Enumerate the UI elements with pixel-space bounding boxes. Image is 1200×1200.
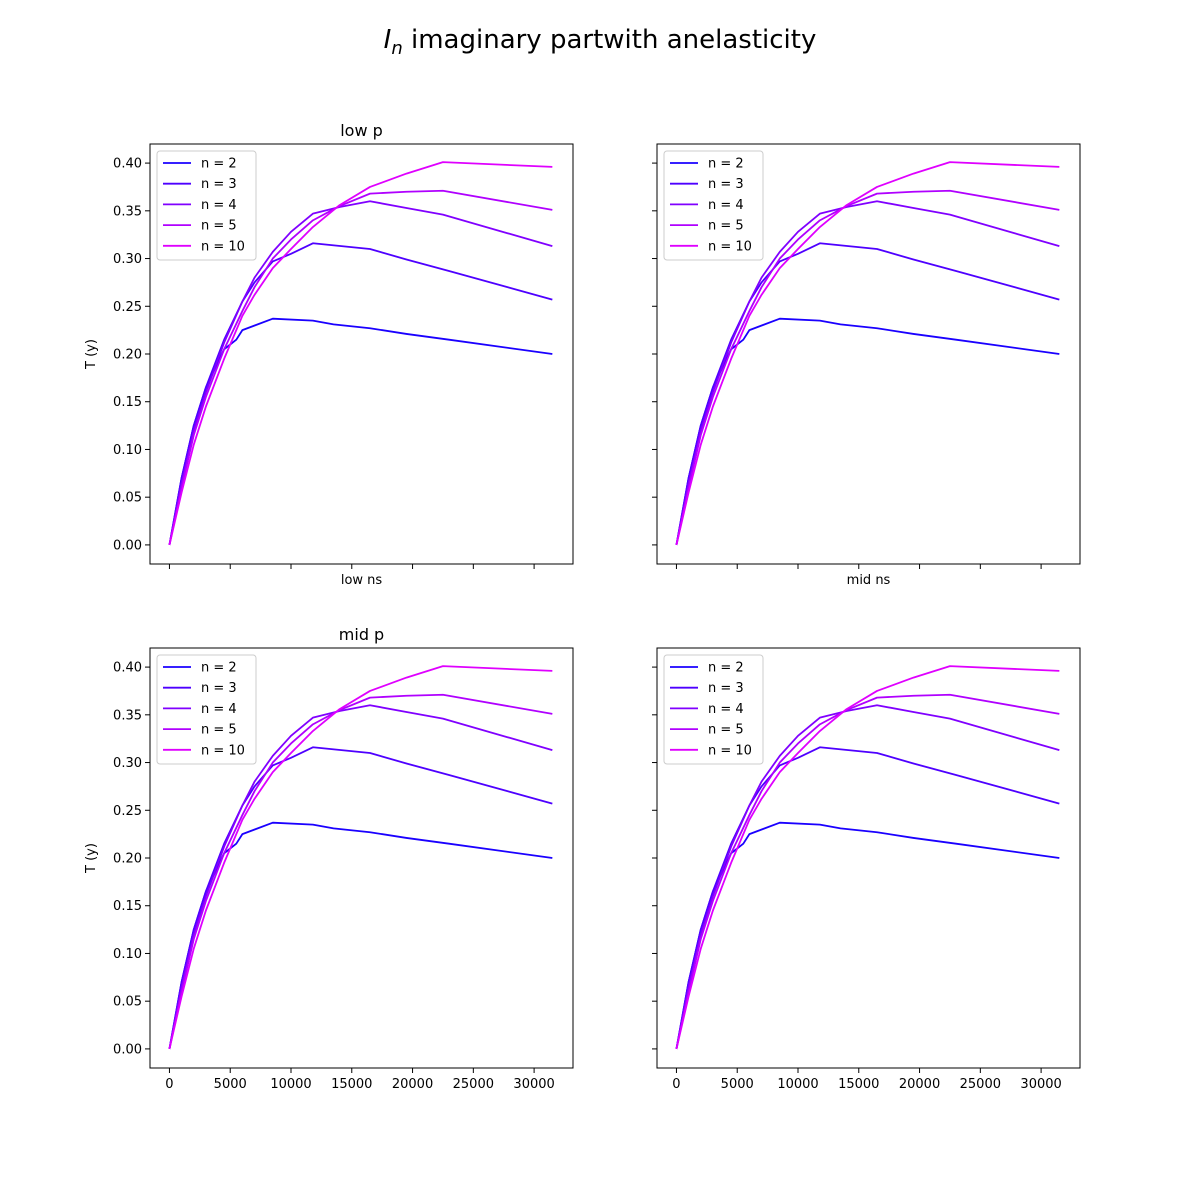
x-tick-label: 10000 bbox=[270, 1077, 311, 1092]
x-tick-label: 5000 bbox=[721, 1077, 754, 1092]
legend-entry: n = 10 bbox=[708, 743, 752, 758]
y-tick-label: 0.40 bbox=[113, 661, 142, 676]
legend-entry: n = 10 bbox=[708, 239, 752, 254]
y-tick-label: 0.30 bbox=[113, 252, 142, 267]
y-tick-label: 0.05 bbox=[113, 995, 142, 1010]
x-tick-label: 30000 bbox=[1020, 1077, 1061, 1092]
legend: n = 2 n = 3 n = 4 n = 5 n = 10 bbox=[156, 150, 257, 261]
y-tick-label: 0.00 bbox=[113, 538, 142, 553]
legend-entry: n = 4 bbox=[201, 702, 237, 717]
legend-box bbox=[663, 654, 764, 765]
y-tick-label: 0.15 bbox=[113, 899, 142, 914]
legend-entry: n = 3 bbox=[201, 681, 237, 696]
series-line-n4 bbox=[168, 704, 553, 1050]
legend-entry: n = 3 bbox=[708, 681, 744, 696]
subplot-3: mid p T (y) 0 5000 10000 15000 20000 25000 30000… bbox=[84, 625, 574, 1092]
y-axis-label: T (y) bbox=[84, 339, 99, 370]
legend: n = 2 n = 3 n = 4 n = 5 n = 10 bbox=[663, 654, 764, 765]
legend-entry: n = 4 bbox=[708, 198, 744, 213]
series-line-n4 bbox=[168, 200, 553, 546]
x-tick-label: 0 bbox=[165, 1077, 173, 1092]
x-tick-label: 0 bbox=[672, 1077, 680, 1092]
series-line-n4 bbox=[675, 200, 1060, 546]
subplot-4: 0 5000 10000 15000 20000 25000 30000 n = 2 n = 3… bbox=[652, 647, 1081, 1092]
series-line-n10 bbox=[168, 161, 553, 546]
legend: n = 2 n = 3 n = 4 n = 5 n = 10 bbox=[156, 654, 257, 765]
legend-entry: n = 2 bbox=[708, 661, 744, 676]
legend-entry: n = 2 bbox=[201, 157, 237, 172]
series-line-n3 bbox=[675, 242, 1060, 546]
subplot-title: mid p bbox=[339, 625, 384, 644]
y-tick-label: 0.25 bbox=[113, 804, 142, 819]
subplot-2: mid ns n = 2 n = 3 n = 4 n = 5 n = 10 bbox=[652, 143, 1081, 588]
legend-entry: n = 2 bbox=[708, 157, 744, 172]
x-tick-label: 20000 bbox=[392, 1077, 433, 1092]
subplot-title: low p bbox=[340, 121, 383, 140]
legend-entry: n = 4 bbox=[201, 198, 237, 213]
x-tick-label: 25000 bbox=[960, 1077, 1001, 1092]
x-axis-label: low ns bbox=[341, 573, 383, 588]
x-tick-label: 15000 bbox=[838, 1077, 879, 1092]
y-tick-label: 0.10 bbox=[113, 947, 142, 962]
x-tick-label: 25000 bbox=[453, 1077, 494, 1092]
legend-box bbox=[663, 150, 764, 261]
x-tick-label: 15000 bbox=[331, 1077, 372, 1092]
series-line-n3 bbox=[168, 242, 553, 546]
x-tick-label: 30000 bbox=[513, 1077, 554, 1092]
series-line-n5 bbox=[675, 189, 1060, 546]
figure-title-subscript: n bbox=[391, 38, 402, 59]
figure-title-rest: imaginary partwith anelasticity bbox=[403, 25, 817, 55]
x-axis-label: mid ns bbox=[847, 573, 891, 588]
series-line-n3 bbox=[675, 746, 1060, 1050]
legend-entry: n = 5 bbox=[201, 723, 237, 738]
series-line-n5 bbox=[675, 693, 1060, 1050]
legend: n = 2 n = 3 n = 4 n = 5 n = 10 bbox=[663, 150, 764, 261]
y-tick-label: 0.10 bbox=[113, 443, 142, 458]
series-line-n10 bbox=[168, 665, 553, 1050]
series-line-n10 bbox=[675, 161, 1060, 546]
legend-entry: n = 5 bbox=[708, 219, 744, 234]
legend-entry: n = 10 bbox=[201, 743, 245, 758]
y-tick-label: 0.30 bbox=[113, 756, 142, 771]
series-line-n3 bbox=[168, 746, 553, 1050]
legend-box bbox=[156, 654, 257, 765]
y-tick-label: 0.40 bbox=[113, 157, 142, 172]
subplot-1: low p low ns T (y) 0.00 0.05 0.10 0.15 0.20 0.25… bbox=[84, 121, 574, 588]
legend-entry: n = 3 bbox=[201, 177, 237, 192]
x-tick-label: 20000 bbox=[899, 1077, 940, 1092]
series-line-n10 bbox=[675, 665, 1060, 1050]
y-tick-label: 0.05 bbox=[113, 491, 142, 506]
y-tick-label: 0.35 bbox=[113, 708, 142, 723]
legend-box bbox=[156, 150, 257, 261]
x-tick-label: 5000 bbox=[214, 1077, 247, 1092]
legend-entry: n = 2 bbox=[201, 661, 237, 676]
legend-entry: n = 5 bbox=[201, 219, 237, 234]
y-tick-label: 0.20 bbox=[113, 852, 142, 867]
legend-entry: n = 3 bbox=[708, 177, 744, 192]
series-line-n5 bbox=[168, 189, 553, 546]
figure-title-symbol: I bbox=[384, 25, 392, 55]
legend-entry: n = 10 bbox=[201, 239, 245, 254]
series-line-n5 bbox=[168, 693, 553, 1050]
legend-entry: n = 4 bbox=[708, 702, 744, 717]
series-line-n4 bbox=[675, 704, 1060, 1050]
y-axis-label: T (y) bbox=[84, 843, 99, 874]
y-tick-label: 0.20 bbox=[113, 348, 142, 363]
y-tick-label: 0.25 bbox=[113, 300, 142, 315]
y-tick-label: 0.00 bbox=[113, 1042, 142, 1057]
figure-title: In imaginary partwith anelasticity bbox=[384, 25, 817, 59]
x-tick-label: 10000 bbox=[777, 1077, 818, 1092]
y-tick-label: 0.15 bbox=[113, 395, 142, 410]
y-tick-label: 0.35 bbox=[113, 204, 142, 219]
legend-entry: n = 5 bbox=[708, 723, 744, 738]
